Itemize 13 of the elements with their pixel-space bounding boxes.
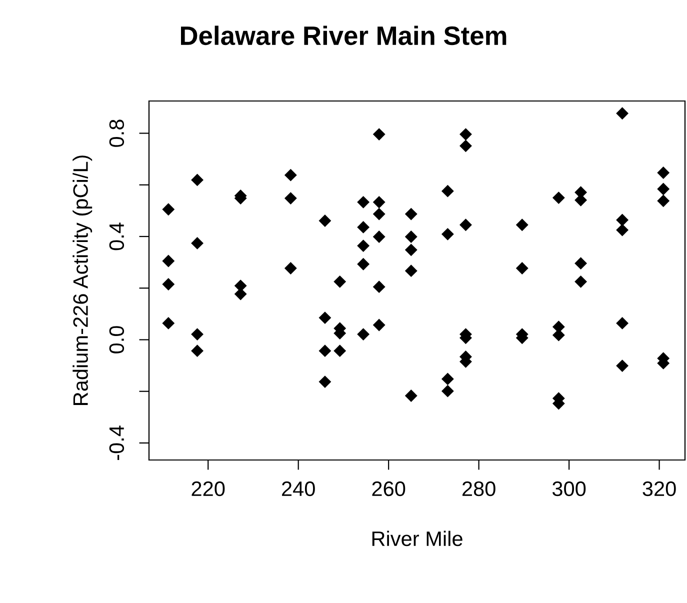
x-tick-label: 260 bbox=[372, 481, 406, 496]
x-axis-title: River Mile bbox=[372, 530, 462, 546]
x-tick-label: 220 bbox=[192, 481, 225, 496]
y-tick-label: 0.8 bbox=[109, 120, 124, 147]
y-tick-label: 0.0 bbox=[109, 326, 124, 354]
y-tick-label: 0.4 bbox=[109, 222, 124, 250]
y-axis-title: Radium-226 Activity (pCi/L) bbox=[72, 156, 92, 405]
x-tick-label: 240 bbox=[282, 481, 315, 496]
y-tick-label: -0.4 bbox=[109, 426, 124, 460]
x-tick-label: 300 bbox=[552, 481, 586, 496]
chart-title: Delaware River Main Stem bbox=[181, 26, 506, 46]
x-tick-label: 280 bbox=[462, 481, 496, 496]
x-tick-label: 320 bbox=[642, 481, 676, 496]
